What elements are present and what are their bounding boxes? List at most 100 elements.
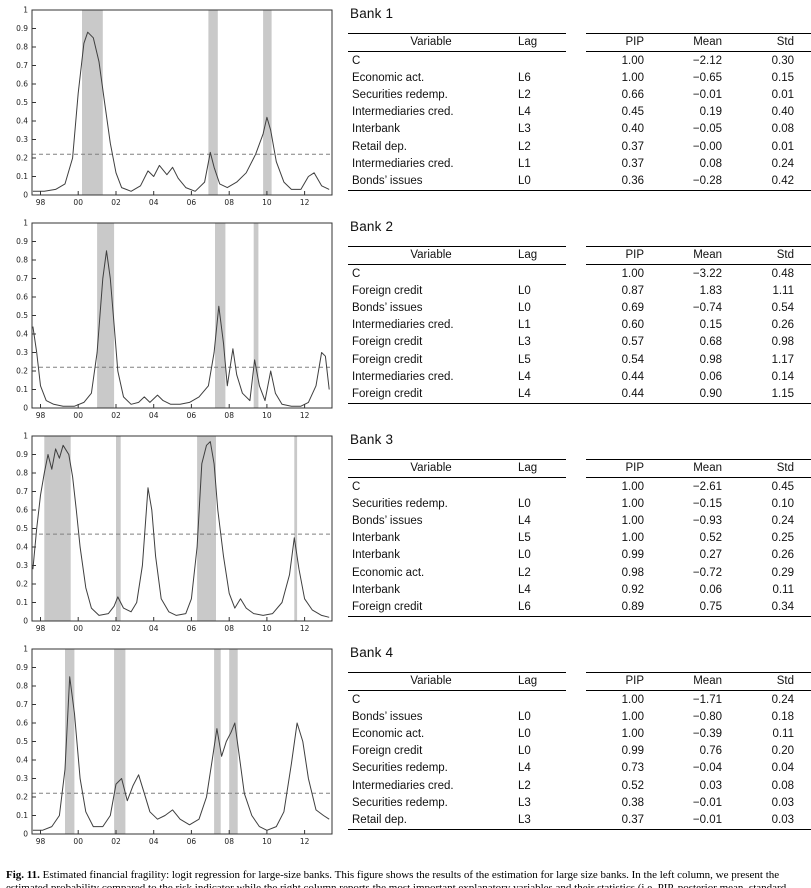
column-header-sign: Sign	[806, 672, 811, 691]
table-cell: −0.01	[692, 796, 722, 809]
crisis-band	[263, 10, 272, 195]
y-tick-label: 0.6	[16, 80, 28, 89]
y-tick-label: 0.3	[16, 561, 28, 570]
x-tick-label: 00	[73, 411, 83, 420]
table-cell: −0.39	[692, 727, 722, 740]
crisis-band	[97, 223, 115, 408]
column-spacer	[566, 581, 586, 598]
table-cell: 0.52	[621, 779, 644, 792]
chart-wrap-bank-4: 0 0.1 0.2 0.3 0.4 0.5 0.6 0.7 0.8 0.9 1 98 00 02 04 06 0…	[4, 643, 342, 851]
chart-wrap-bank-2: 0 0.1 0.2 0.3 0.4 0.5 0.6 0.7 0.8 0.9 1 98 00 02 04 06 0…	[4, 217, 342, 425]
y-tick-label: 0.3	[16, 135, 28, 144]
column-header-lag: Lag	[512, 459, 566, 478]
column-spacer	[566, 121, 586, 138]
table-cell: 1.00	[806, 777, 811, 794]
table-cell: 0.45	[621, 106, 644, 119]
x-tick-label: 12	[300, 624, 310, 633]
table-cell: L5	[518, 532, 531, 545]
table-cell: L4	[518, 106, 531, 119]
table-cell: −0.15	[692, 497, 722, 510]
x-tick-label: 12	[300, 411, 310, 420]
table-cell: 0.08	[699, 157, 722, 170]
table-cell: 0.24	[771, 157, 794, 170]
table-cell: 0.14	[771, 370, 794, 383]
probability-chart-bank-4: 0 0.1 0.2 0.3 0.4 0.5 0.6 0.7 0.8 0.9 1 98 00 02 04 06 0…	[16, 645, 333, 846]
table-row: Economic act. L6 1.00 −0.65 0.15 0.00	[348, 69, 811, 86]
table-cell: 1.00	[806, 121, 811, 138]
table-cell: 0.44	[621, 370, 644, 383]
table-cell: 0.57	[621, 336, 644, 349]
stats-table-body: C 1.00 −2.12 0.30 0.00 Economic act. L6 1.00 −0.…	[348, 52, 811, 191]
table-cell: Bonds’ issues	[352, 514, 423, 527]
table-cell: 0.03	[734, 811, 806, 830]
x-tick-label: 04	[149, 198, 159, 207]
table-cell: Interbank	[352, 532, 400, 545]
table-cell: L0	[512, 172, 566, 191]
figure-caption: Fig. 11. Estimated financial fragility: …	[6, 869, 805, 888]
table-cell: 0.27	[699, 549, 722, 562]
table-cell: L0	[518, 710, 531, 723]
y-tick-label: 0.4	[16, 543, 28, 552]
x-tick-label: 06	[187, 411, 197, 420]
table-cell: Bonds’ issues	[352, 710, 423, 723]
table-cell: 0.20	[771, 745, 794, 758]
table-cell: −0.93	[692, 514, 722, 527]
x-tick-label: 98	[36, 837, 46, 846]
table-cell: 1.00	[806, 743, 811, 760]
table-cell: 0.44	[586, 385, 656, 404]
table-cell: Bonds’ issues	[348, 172, 512, 191]
table-cell: Retail dep.	[348, 811, 512, 830]
stats-table-body: C 1.00 −1.71 0.24 0.00 Bonds’ issues L0 1.00 −0.…	[348, 691, 811, 830]
table-cell: 1.00	[621, 693, 644, 706]
x-tick-label: 08	[224, 411, 234, 420]
table-row: Foreign credit L3 0.57 0.68 0.98 1.00	[348, 334, 811, 351]
table-cell: 0.60	[621, 319, 644, 332]
table-cell: −2.61	[692, 480, 722, 493]
x-tick-label: 06	[187, 624, 197, 633]
column-header-mean: Mean	[656, 459, 734, 478]
crisis-band	[114, 649, 126, 834]
column-header-pip: PIP	[586, 33, 656, 52]
column-spacer	[566, 564, 586, 581]
crisis-band	[229, 649, 238, 834]
column-spacer	[566, 691, 586, 709]
x-tick-label: 10	[262, 411, 272, 420]
table-cell: Foreign credit	[348, 598, 512, 617]
table-cell: Intermediaries cred.	[352, 157, 454, 170]
table-cell: 0.92	[621, 583, 644, 596]
table-cell: 0.52	[699, 532, 722, 545]
table-row: Securities redemp. L3 0.38 −0.01 0.03 0.00	[348, 794, 811, 811]
panel-bank-4: 0 0.1 0.2 0.3 0.4 0.5 0.6 0.7 0.8 0.9 1 98 00 02 04 06 0…	[4, 643, 811, 851]
table-cell: L0	[518, 284, 531, 297]
plot-box	[31, 222, 333, 409]
table-row: C 1.00 −3.22 0.48 0.00	[348, 265, 811, 283]
table-cell: 0.68	[699, 336, 722, 349]
x-tick-label: 04	[149, 624, 159, 633]
table-cell: 0.15	[771, 71, 794, 84]
crisis-band	[214, 649, 221, 834]
chart-wrap-bank-1: 0 0.1 0.2 0.3 0.4 0.5 0.6 0.7 0.8 0.9 1 98 00 02 04 06 0…	[4, 4, 342, 212]
table-cell: C	[352, 54, 361, 67]
y-tick-label: 1	[23, 432, 28, 441]
table-cell	[512, 52, 566, 70]
table-row: Interbank L5 1.00 0.52 0.25 1.00	[348, 530, 811, 547]
table-cell: 1.00	[621, 71, 644, 84]
table-row: Intermediaries cred. L1 0.60 0.15 0.26 1.00	[348, 317, 811, 334]
table-cell: 1.00	[806, 581, 811, 598]
table-row: Foreign credit L0 0.87 1.83 1.11 1.00	[348, 282, 811, 299]
table-cell: 0.25	[771, 532, 794, 545]
table-cell: Retail dep.	[352, 140, 407, 153]
probability-series-line	[32, 31, 330, 192]
table-cell: Interbank	[352, 583, 400, 596]
column-spacer	[566, 460, 586, 478]
column-header-variable: Variable	[348, 672, 512, 691]
x-tick-label: 00	[73, 624, 83, 633]
y-tick-label: 0.2	[16, 793, 28, 802]
table-cell: 0.26	[771, 319, 794, 332]
column-spacer	[566, 495, 586, 512]
